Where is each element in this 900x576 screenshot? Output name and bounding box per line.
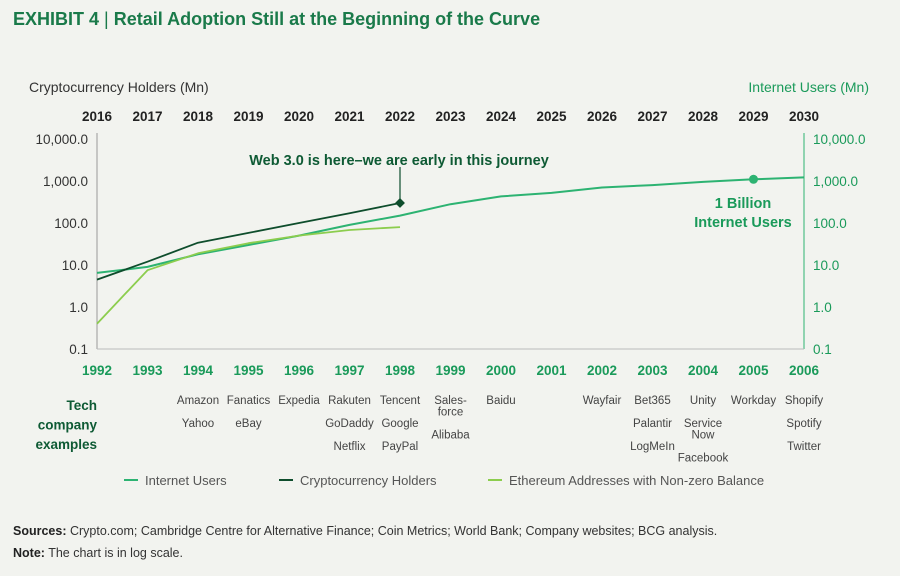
note-label: Note: (13, 546, 45, 560)
bottom-x-tick-label: 1996 (284, 363, 315, 378)
bottom-x-tick-label: 1993 (132, 363, 163, 378)
annotation-1-billion-line: 1 Billion (715, 196, 771, 212)
top-x-tick-label: 2025 (536, 109, 567, 124)
right-y-tick-label: 0.1 (813, 342, 832, 357)
annotation-1-billion-line: Internet Users (694, 215, 792, 231)
tech-company-name: Google (381, 418, 418, 430)
bottom-x-tick-label: 1994 (183, 363, 214, 378)
right-axis-title: Internet Users (Mn) (748, 79, 869, 95)
top-x-tick-label: 2022 (385, 109, 415, 124)
tech-company-name: Now (691, 430, 715, 442)
tech-company-name: Fanatics (227, 395, 271, 407)
bottom-x-tick-label: 1999 (435, 363, 465, 378)
tech-company-name: Twitter (787, 441, 821, 453)
top-x-tick-label: 2024 (486, 109, 517, 124)
bottom-x-tick-label: 1992 (82, 363, 112, 378)
top-x-tick-label: 2018 (183, 109, 214, 124)
sources-line: Sources: Crypto.com; Cambridge Centre fo… (13, 524, 717, 538)
top-x-tick-label: 2017 (132, 109, 162, 124)
bottom-x-tick-label: 1997 (334, 363, 364, 378)
legend-label: Cryptocurrency Holders (300, 473, 437, 488)
top-x-tick-label: 2020 (284, 109, 314, 124)
tech-company-name: Service (684, 418, 722, 430)
left-y-tick-label: 1.0 (69, 300, 88, 315)
exhibit-heading: Retail Adoption Still at the Beginning o… (113, 9, 541, 29)
tech-company-name: Baidu (486, 395, 515, 407)
bottom-x-tick-label: 2001 (536, 363, 567, 378)
tech-company-label: Tech (66, 398, 97, 413)
bottom-x-tick-label: 2004 (688, 363, 719, 378)
top-x-tick-label: 2026 (587, 109, 618, 124)
left-y-tick-label: 1,000.0 (43, 174, 88, 189)
right-y-tick-label: 10,000.0 (813, 132, 866, 147)
bottom-x-tick-label: 2002 (587, 363, 617, 378)
top-x-tick-label: 2016 (82, 109, 113, 124)
bottom-x-tick-label: 2006 (789, 363, 820, 378)
top-x-tick-label: 2028 (688, 109, 719, 124)
top-x-tick-label: 2019 (233, 109, 263, 124)
tech-company-name: Unity (690, 395, 716, 407)
right-y-tick-label: 1,000.0 (813, 174, 858, 189)
bottom-x-tick-label: 2000 (486, 363, 516, 378)
tech-company-name: PayPal (382, 441, 418, 453)
note-text: The chart is in log scale. (48, 546, 183, 560)
series-line-ethereum-addresses-with-non-zero-balance (96, 226, 401, 325)
bottom-x-tick-label: 1995 (233, 363, 264, 378)
tech-company-name: Expedia (278, 395, 320, 407)
note-line: Note: The chart is in log scale. (13, 546, 183, 560)
tech-company-name: Rakuten (328, 395, 371, 407)
annotation-diamond-marker (395, 198, 405, 208)
left-y-tick-label: 10.0 (62, 258, 88, 273)
tech-company-name: eBay (235, 418, 261, 430)
tech-company-label: company (38, 418, 98, 433)
tech-company-name: Shopify (785, 395, 824, 407)
tech-company-name: Workday (731, 395, 776, 407)
tech-company-label: examples (35, 437, 97, 452)
annotation-dot-marker (749, 174, 758, 184)
sources-text: Crypto.com; Cambridge Centre for Alterna… (69, 524, 718, 538)
top-x-tick-label: 2021 (334, 109, 365, 124)
tech-company-name: Wayfair (583, 395, 622, 407)
title-separator: | (104, 9, 109, 29)
sources-label: Sources: (13, 524, 67, 538)
top-x-tick-label: 2023 (435, 109, 466, 124)
tech-company-name: Facebook (678, 453, 729, 465)
series-line-cryptocurrency-holders (96, 202, 401, 281)
top-x-tick-label: 2030 (789, 109, 819, 124)
exhibit-number: EXHIBIT 4 (13, 9, 100, 29)
tech-company-name: Yahoo (182, 418, 214, 430)
legend-label: Ethereum Addresses with Non-zero Balance (509, 473, 764, 488)
left-axis-title: Cryptocurrency Holders (Mn) (29, 79, 209, 95)
tech-company-name: force (438, 407, 464, 419)
tech-company-name: GoDaddy (325, 418, 374, 430)
tech-company-name: Amazon (177, 395, 219, 407)
top-x-tick-label: 2027 (637, 109, 667, 124)
log-scale-line-chart: Cryptocurrency Holders (Mn) Internet User… (29, 79, 869, 488)
right-y-tick-label: 10.0 (813, 258, 839, 273)
legend-label: Internet Users (145, 473, 227, 488)
tech-company-name: Palantir (633, 418, 672, 430)
bottom-x-tick-label: 2005 (738, 363, 769, 378)
tech-company-name: Sales- (434, 395, 467, 407)
series-line-internet-users (96, 176, 805, 274)
annotation-web3: Web 3.0 is here–we are early in this jou… (249, 153, 549, 169)
bottom-x-tick-label: 1998 (385, 363, 416, 378)
bottom-x-tick-label: 2003 (637, 363, 668, 378)
tech-company-name: Bet365 (634, 395, 670, 407)
tech-company-name: Netflix (334, 441, 366, 453)
tech-company-name: Tencent (380, 395, 421, 407)
tech-company-name: LogMeIn (630, 441, 675, 453)
top-x-tick-label: 2029 (738, 109, 768, 124)
right-y-tick-label: 1.0 (813, 300, 832, 315)
left-y-tick-label: 10,000.0 (35, 132, 88, 147)
tech-company-name: Alibaba (431, 430, 470, 442)
right-y-tick-label: 100.0 (813, 216, 847, 231)
left-y-tick-label: 100.0 (54, 216, 88, 231)
tech-company-name: Spotify (786, 418, 821, 430)
left-y-tick-label: 0.1 (69, 342, 88, 357)
exhibit-title: EXHIBIT 4 | Retail Adoption Still at the… (13, 9, 540, 30)
